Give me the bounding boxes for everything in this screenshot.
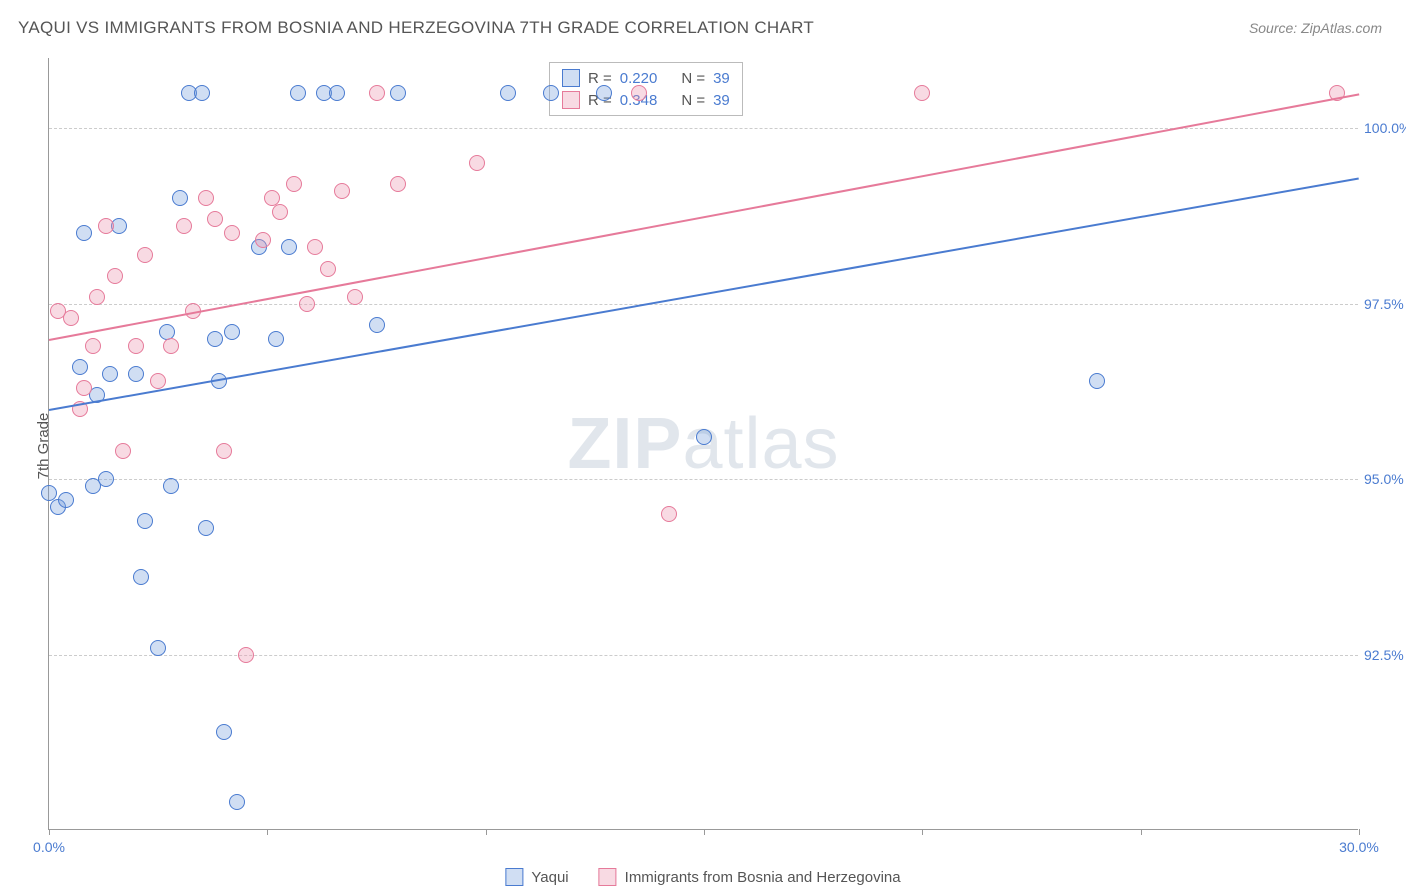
scatter-point (98, 471, 114, 487)
legend-item: Yaqui (505, 868, 568, 886)
scatter-point (238, 647, 254, 663)
scatter-point (98, 218, 114, 234)
y-tick-label: 95.0% (1364, 471, 1406, 487)
source-label: Source: ZipAtlas.com (1249, 20, 1382, 36)
legend-item: Immigrants from Bosnia and Herzegovina (599, 868, 901, 886)
scatter-point (661, 506, 677, 522)
scatter-point (307, 239, 323, 255)
scatter-point (150, 640, 166, 656)
scatter-point (176, 218, 192, 234)
scatter-point (500, 85, 516, 101)
scatter-point (207, 331, 223, 347)
chart-title: YAQUI VS IMMIGRANTS FROM BOSNIA AND HERZ… (18, 18, 814, 38)
scatter-point (58, 492, 74, 508)
legend-bottom: Yaqui Immigrants from Bosnia and Herzegov… (505, 868, 900, 886)
scatter-point (102, 366, 118, 382)
scatter-point (216, 724, 232, 740)
scatter-point (115, 443, 131, 459)
scatter-point (272, 204, 288, 220)
x-tick (1141, 829, 1142, 835)
scatter-point (85, 338, 101, 354)
x-tick-label: 30.0% (1339, 839, 1379, 855)
legend-n-value: 39 (713, 92, 730, 109)
scatter-point (286, 176, 302, 192)
scatter-point (163, 338, 179, 354)
scatter-point (198, 520, 214, 536)
legend-swatch (505, 868, 523, 886)
scatter-point (150, 373, 166, 389)
scatter-point (89, 289, 105, 305)
scatter-point (1089, 373, 1105, 389)
scatter-point (469, 155, 485, 171)
scatter-point (390, 85, 406, 101)
scatter-point (128, 366, 144, 382)
scatter-point (172, 190, 188, 206)
scatter-point (72, 359, 88, 375)
scatter-point (281, 239, 297, 255)
legend-row: R = 0.220 N = 39 (550, 67, 742, 89)
scatter-point (696, 429, 712, 445)
scatter-point (255, 232, 271, 248)
scatter-point (224, 225, 240, 241)
scatter-point (329, 85, 345, 101)
plot-area: ZIPatlas R = 0.220N = 39R = 0.348N = 39 … (48, 58, 1358, 830)
trend-line (49, 177, 1359, 411)
scatter-point (107, 268, 123, 284)
scatter-point (347, 289, 363, 305)
y-tick-label: 100.0% (1364, 120, 1406, 136)
scatter-point (216, 443, 232, 459)
scatter-point (631, 85, 647, 101)
legend-swatch (562, 91, 580, 109)
scatter-point (224, 324, 240, 340)
gridline (49, 479, 1358, 480)
x-tick (49, 829, 50, 835)
scatter-point (63, 310, 79, 326)
legend-r-value: 0.220 (620, 70, 658, 87)
scatter-point (133, 569, 149, 585)
scatter-point (290, 85, 306, 101)
legend-swatch (562, 69, 580, 87)
scatter-point (194, 85, 210, 101)
scatter-point (334, 183, 350, 199)
y-tick-label: 97.5% (1364, 296, 1406, 312)
legend-r-label: R = (588, 70, 612, 87)
scatter-point (137, 513, 153, 529)
scatter-point (207, 211, 223, 227)
legend-label: Yaqui (531, 869, 568, 886)
x-tick-label: 0.0% (33, 839, 65, 855)
scatter-point (268, 331, 284, 347)
x-tick (267, 829, 268, 835)
x-tick (1359, 829, 1360, 835)
scatter-point (163, 478, 179, 494)
scatter-point (596, 85, 612, 101)
scatter-point (914, 85, 930, 101)
scatter-point (369, 317, 385, 333)
y-tick-label: 92.5% (1364, 647, 1406, 663)
x-tick (922, 829, 923, 835)
scatter-point (369, 85, 385, 101)
scatter-point (229, 794, 245, 810)
x-tick (704, 829, 705, 835)
scatter-point (76, 380, 92, 396)
scatter-point (543, 85, 559, 101)
scatter-point (198, 190, 214, 206)
legend-n-label: N = (681, 70, 705, 87)
x-tick (486, 829, 487, 835)
scatter-point (299, 296, 315, 312)
watermark-bold: ZIP (567, 404, 682, 484)
scatter-point (137, 247, 153, 263)
legend-swatch (599, 868, 617, 886)
gridline (49, 128, 1358, 129)
legend-n-label: N = (681, 92, 705, 109)
scatter-point (320, 261, 336, 277)
legend-label: Immigrants from Bosnia and Herzegovina (625, 869, 901, 886)
scatter-point (76, 225, 92, 241)
scatter-point (128, 338, 144, 354)
legend-n-value: 39 (713, 70, 730, 87)
scatter-point (390, 176, 406, 192)
